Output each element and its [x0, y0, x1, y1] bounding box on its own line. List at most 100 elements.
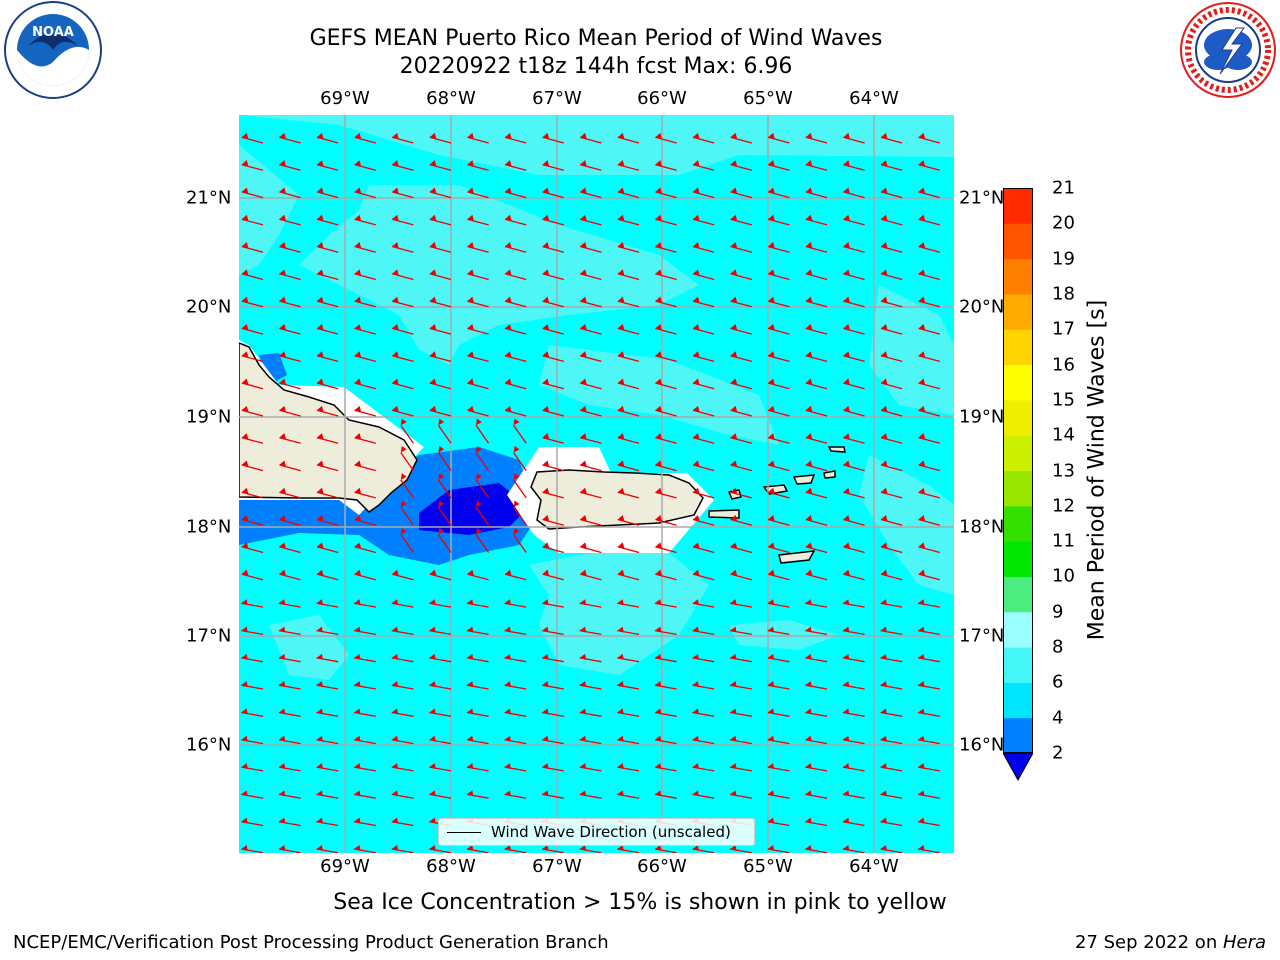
wind-wave-arrow: [391, 273, 414, 281]
wind-wave-arrowhead: [278, 599, 286, 606]
wind-wave-arrowhead: [805, 708, 812, 715]
wind-wave-arrow: [617, 327, 640, 335]
wind-wave-arrowhead: [843, 323, 850, 330]
wind-wave-arrow: [843, 273, 865, 281]
colorbar-cell: [1003, 258, 1033, 295]
wind-wave-arrowhead: [354, 653, 361, 660]
wind-wave-arrowhead: [438, 418, 445, 426]
wind-wave-arrowhead: [279, 433, 286, 439]
wind-wave-arrow: [918, 300, 940, 308]
wind-wave-arrowhead: [438, 527, 445, 535]
wind-wave-arrowhead: [768, 460, 775, 467]
wind-wave-arrow: [843, 245, 865, 253]
wind-wave-arrow: [805, 327, 828, 335]
wind-wave-arrow: [767, 546, 790, 554]
wind-wave-arrow: [843, 218, 865, 226]
wind-wave-arrow: [316, 191, 339, 199]
wind-wave-arrow: [692, 136, 715, 144]
wind-wave-arrowhead: [316, 132, 324, 139]
colorbar-cell: [1003, 188, 1033, 224]
wind-wave-arrow: [467, 382, 489, 390]
wind-wave-arrow: [617, 491, 640, 499]
wind-wave-arrowhead: [504, 653, 511, 660]
wind-wave-arrowhead: [918, 433, 926, 439]
wind-wave-arrowhead: [542, 487, 550, 494]
wind-wave-arrowhead: [513, 500, 520, 508]
wind-wave-arrow: [805, 546, 828, 554]
wind-wave-arrow: [467, 136, 489, 144]
wind-wave-arrowhead: [654, 708, 662, 715]
wind-wave-arrowhead: [316, 599, 323, 606]
wind-wave-arrowhead: [730, 515, 738, 521]
wind-wave-arrowhead: [655, 405, 662, 412]
wind-wave-arrow: [918, 136, 940, 144]
footer-date-text: 27 Sep 2022 on: [1075, 932, 1223, 953]
wind-wave-arrow: [617, 382, 640, 390]
wind-wave-arrowhead: [805, 160, 813, 166]
wind-wave-arrowhead: [880, 708, 887, 715]
wind-wave-arrow: [880, 546, 903, 554]
wind-wave-arrowhead: [241, 405, 249, 412]
wind-wave-arrow: [617, 218, 640, 226]
wind-wave-arrow: [400, 506, 414, 526]
wind-wave-arrowhead: [278, 844, 286, 851]
wind-wave-arrowhead: [843, 405, 850, 412]
wind-wave-arrowhead: [579, 653, 587, 660]
wind-wave-arrowhead: [279, 296, 286, 303]
wind-wave-arrow: [692, 273, 715, 281]
wind-wave-arrow: [805, 218, 828, 226]
wind-wave-arrowhead: [805, 405, 813, 412]
wind-wave-arrowhead: [692, 160, 700, 166]
wind-wave-arrowhead: [918, 790, 925, 797]
wind-wave-arrowhead: [580, 515, 587, 521]
wind-wave-arrowhead: [279, 269, 286, 276]
wind-wave-arrowhead: [504, 160, 512, 166]
wind-wave-arrow: [655, 136, 677, 144]
wind-wave-arrowhead: [429, 681, 436, 688]
wind-wave-arrow: [429, 163, 452, 171]
wind-wave-arrow: [655, 491, 677, 499]
wind-wave-arrowhead: [316, 187, 324, 194]
wind-wave-arrowhead: [279, 132, 286, 139]
wind-wave-arrow: [279, 436, 301, 444]
wind-wave-arrowhead: [391, 681, 399, 688]
lon-tick-top: 66°W: [637, 88, 687, 109]
wind-wave-arrowhead: [843, 460, 850, 467]
wind-wave-arrowhead: [504, 132, 512, 139]
wind-wave-arrow: [692, 245, 715, 253]
wind-wave-arrowhead: [392, 378, 399, 385]
wind-wave-arrow: [617, 191, 640, 199]
wind-wave-arrowhead: [279, 214, 286, 221]
wind-wave-arrowhead: [429, 378, 437, 385]
vieques-land: [708, 509, 740, 519]
wind-wave-arrow: [655, 546, 677, 554]
wind-wave-arrowhead: [392, 160, 399, 166]
lon-tick-top: 69°W: [320, 88, 370, 109]
wind-wave-arrow: [429, 245, 452, 253]
wind-wave-arrowhead: [542, 653, 549, 660]
period-under-2-region: [419, 483, 529, 535]
wind-wave-arrowhead: [542, 160, 550, 166]
wind-wave-arrow: [692, 546, 715, 554]
wind-wave-arrow: [730, 518, 752, 526]
wind-wave-arrow: [316, 300, 339, 308]
wind-wave-arrow: [730, 245, 752, 253]
colorbar-tick-label: 6: [1052, 671, 1064, 693]
wind-wave-arrowhead: [655, 378, 662, 385]
wind-wave-arrowhead: [542, 515, 550, 521]
wind-wave-arrowhead: [241, 763, 248, 769]
map-legend: Wind Wave Direction (unscaled): [438, 818, 755, 846]
wind-wave-arrowhead: [504, 187, 512, 194]
wind-wave-arrow: [542, 409, 564, 417]
wind-wave-arrowhead: [392, 214, 399, 221]
wind-wave-arrowhead: [241, 323, 249, 330]
wind-wave-arrow: [918, 382, 940, 390]
wind-wave-arrowhead: [768, 214, 775, 221]
wind-wave-arrowhead: [579, 708, 587, 715]
wind-wave-arrowhead: [730, 296, 738, 303]
wind-wave-arrowhead: [692, 542, 700, 549]
wind-wave-arrowhead: [692, 214, 700, 221]
wind-wave-arrowhead: [241, 132, 249, 139]
wind-wave-arrowhead: [880, 214, 888, 221]
wind-wave-arrowhead: [316, 817, 323, 824]
